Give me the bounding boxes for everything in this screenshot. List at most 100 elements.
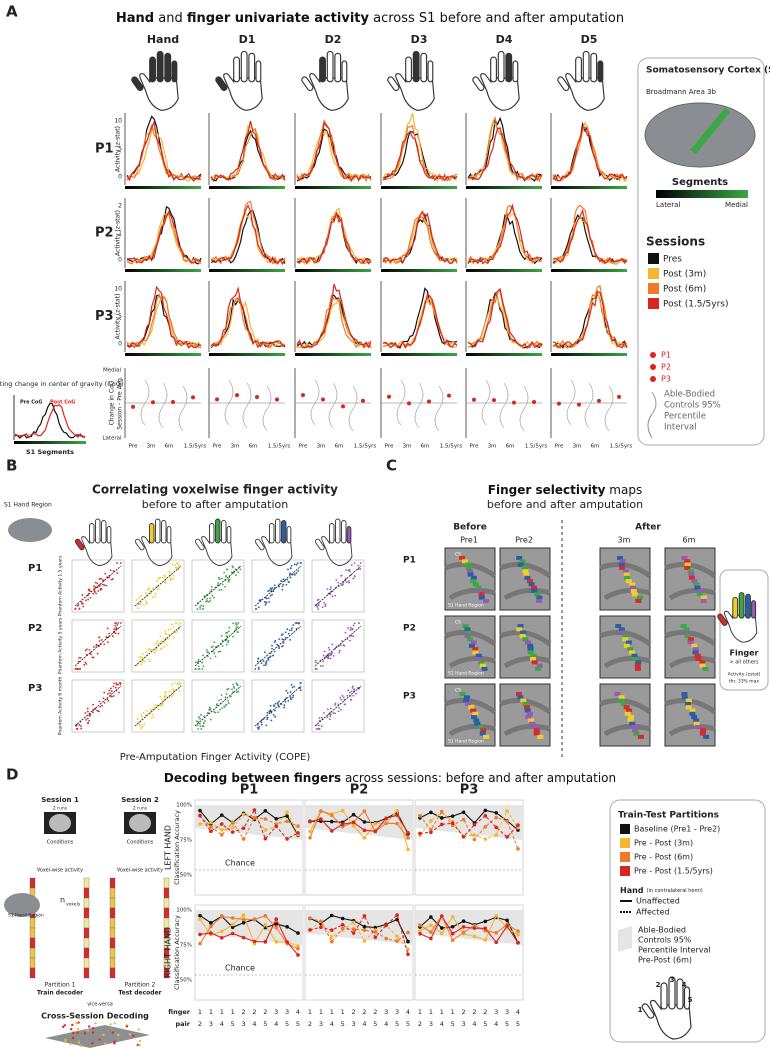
legend-swatch <box>620 852 630 862</box>
scatter-point <box>269 704 272 707</box>
finger-patch <box>619 559 626 564</box>
accuracy-line <box>199 808 299 840</box>
accuracy-point <box>308 819 312 824</box>
scatter-point <box>217 582 220 585</box>
accuracy-point <box>219 828 224 832</box>
finger-patch <box>535 598 542 603</box>
scatter-point <box>263 664 265 667</box>
accuracy-point <box>209 931 213 935</box>
scatter-point <box>88 719 91 722</box>
violin <box>178 385 188 432</box>
scatter-point <box>334 702 337 705</box>
scatter-point <box>84 649 87 652</box>
scatter-point <box>334 712 336 715</box>
scatter-point <box>345 581 348 584</box>
finger-patch <box>516 627 523 632</box>
x-tick-label: Pre <box>299 444 308 450</box>
accuracy-point <box>439 914 444 918</box>
accuracy-point <box>241 920 246 925</box>
accuracy-point <box>483 938 488 942</box>
thumb <box>717 613 728 626</box>
marker <box>255 395 259 400</box>
scatter-point <box>165 633 168 636</box>
scatter-point <box>271 593 274 596</box>
y-tick-label: 10 <box>114 286 122 293</box>
y-tick-label: 2 <box>118 203 122 210</box>
point <box>79 1044 83 1048</box>
scatter-point <box>118 691 120 694</box>
accuracy-point <box>461 930 466 935</box>
voxel <box>109 967 116 979</box>
scatter-point <box>198 722 201 725</box>
point <box>102 1033 105 1037</box>
finger-patch <box>465 565 472 570</box>
annotation: CS <box>455 620 461 626</box>
legend-title: Finger <box>730 649 759 658</box>
accuracy-point <box>406 939 410 944</box>
plot-frame <box>304 904 414 1001</box>
finger-patch <box>624 575 631 580</box>
legend-marker <box>650 376 656 382</box>
voxel <box>29 877 36 889</box>
scatter-point <box>141 656 144 659</box>
scatter-point <box>194 668 197 670</box>
scatter-point <box>344 631 347 634</box>
accuracy-point <box>384 821 389 826</box>
scatter-point <box>221 645 224 647</box>
scatter-point <box>112 695 115 697</box>
legend-swatch <box>620 866 630 876</box>
accuracy-point <box>274 816 279 821</box>
trace <box>552 290 628 349</box>
segment-bar <box>295 186 371 189</box>
scatter-point <box>299 686 302 689</box>
scatter-point <box>85 663 88 665</box>
accuracy-point <box>384 936 389 941</box>
finger-patch <box>470 640 477 645</box>
plot-frame <box>191 619 245 673</box>
scatter-point <box>227 641 230 644</box>
x-tick-label: 2 <box>351 1008 355 1016</box>
y-tick-label: 0 <box>118 174 122 181</box>
violin <box>584 382 594 429</box>
x-tick-label: 5 <box>296 1020 300 1028</box>
violin <box>224 379 234 426</box>
scatter-point <box>352 577 355 580</box>
scatter-point <box>260 723 263 726</box>
scatter-point <box>157 643 160 646</box>
row-label: P3 <box>28 683 42 694</box>
scatter-point <box>320 725 323 727</box>
scatter-point <box>293 563 296 566</box>
finger-patch <box>623 572 630 577</box>
scatter-point <box>256 660 259 663</box>
segment-bar <box>209 269 285 272</box>
scatter-point <box>79 656 82 659</box>
label: S1 Hand Region <box>8 913 44 919</box>
accuracy-point <box>319 919 323 924</box>
finger-patch <box>531 585 538 590</box>
violin <box>499 382 509 429</box>
scatter-point <box>159 635 162 638</box>
scatter-point <box>150 717 153 720</box>
point <box>70 1028 73 1031</box>
scatter-point <box>276 643 279 646</box>
scatter-point <box>220 634 223 637</box>
accuracy-point <box>219 833 224 837</box>
scatter-point <box>292 694 295 697</box>
thumb <box>254 538 265 551</box>
legend-item: P2 <box>661 363 671 372</box>
accuracy-point <box>505 918 509 923</box>
scatter-point <box>317 598 320 601</box>
accuracy-point <box>362 924 367 929</box>
finger-patch <box>689 711 696 716</box>
finger-patch <box>464 701 471 706</box>
point <box>75 1021 78 1025</box>
scatter-point <box>164 692 167 694</box>
scatter-point <box>220 698 223 701</box>
finger-patch <box>691 643 698 648</box>
point <box>138 1039 142 1043</box>
panel-title: Hand and finger univariate activity acro… <box>116 11 624 26</box>
label: Conditions <box>47 840 74 846</box>
voxel <box>29 937 36 949</box>
scatter-point <box>87 721 90 724</box>
trace <box>382 212 458 264</box>
